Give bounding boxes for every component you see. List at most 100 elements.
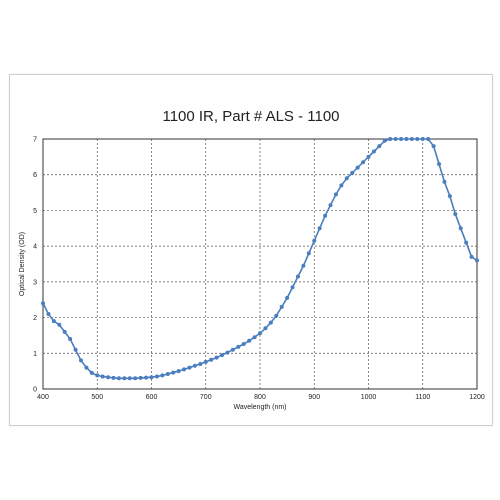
chart-figure: 1100 IR, Part # ALS - 1100 400 500 600 700 8… [9,74,493,426]
data-point [192,363,197,368]
data-point [453,212,458,216]
data-point [203,359,208,364]
data-point [350,170,355,175]
data-point [84,365,89,370]
data-point [138,375,143,380]
x-tick-label: 900 [308,394,320,401]
data-point [361,160,366,165]
data-point [41,301,45,306]
data-point [388,137,393,141]
y-tick-label: 7 [33,137,37,144]
chart-canvas: 1100 IR, Part # ALS - 1100 400 500 600 700 8… [19,108,485,411]
data-point [426,137,431,141]
x-tick-label: 800 [254,394,266,401]
data-point [198,362,203,366]
plot-area-frame [42,138,478,390]
data-point [236,344,241,349]
data-point [268,320,273,325]
y-tick-label: 1 [33,351,37,358]
data-point [274,313,279,318]
data-point [122,376,127,381]
data-point [182,367,187,372]
data-point [89,370,94,375]
data-point [415,137,420,141]
data-point [377,144,382,149]
y-axis-title: Optical Density (OD) [19,232,26,296]
data-point [225,350,230,355]
data-point [154,374,159,379]
data-point [323,213,328,218]
data-point [279,304,284,309]
data-point [420,137,425,141]
data-point [301,263,306,268]
data-point [241,342,246,346]
data-point [165,372,170,376]
y-tick-label: 4 [33,244,37,251]
data-point [442,179,447,184]
x-tick-label: 500 [91,394,103,401]
grid-lines [43,139,477,389]
data-point [46,312,51,316]
x-tick-label: 1200 [469,394,485,401]
data-point [230,347,235,352]
x-tick-label: 1000 [361,394,377,401]
data-point [106,375,111,380]
x-tick-label: 1100 [415,394,430,401]
data-point [469,254,474,259]
data-point [51,319,56,324]
data-point [306,251,311,256]
y-axis-ticks: 0 1 2 3 4 5 6 7 [33,137,37,394]
data-point [382,138,387,143]
data-point [100,374,105,379]
data-point [258,331,262,336]
data-point [409,137,414,141]
data-point [285,295,290,300]
x-axis-ticks: 400 500 600 700 800 900 1000 1100 1200 [37,394,485,401]
series-layer [41,137,479,381]
data-point [160,373,165,378]
y-tick-label: 3 [33,279,37,286]
x-axis-title: Wavelength (nm) [233,404,286,411]
data-point [176,369,181,374]
data-point [339,183,344,188]
data-point [464,240,469,245]
chart-title: 1100 IR, Part # ALS - 1100 [162,108,339,125]
data-point [144,375,149,380]
y-tick-label: 0 [33,387,37,394]
data-point [187,365,192,370]
data-point [252,335,257,340]
data-point [133,376,138,381]
data-point [431,144,436,149]
x-tick-label: 600 [146,394,158,401]
data-point [68,337,73,341]
x-tick-label: 400 [37,394,49,401]
data-point [333,192,338,197]
data-point [447,194,452,199]
data-point [214,355,219,360]
x-tick-label: 700 [200,394,212,401]
data-point [247,338,252,343]
data-point [437,162,442,166]
data-point [312,238,317,243]
data-point [404,137,409,141]
data-point [263,326,268,331]
data-point [366,154,371,159]
data-point [399,137,404,141]
data-point [295,274,300,279]
data-point [475,258,479,263]
data-point [149,375,154,380]
data-point [344,176,349,181]
data-point [73,347,78,352]
data-point [317,226,322,231]
data-point [371,149,376,154]
y-tick-label: 5 [33,208,37,215]
y-tick-label: 6 [33,172,37,179]
data-point [393,137,398,141]
data-point [209,357,214,362]
data-point [171,370,176,375]
data-point [458,226,463,231]
data-point [116,376,121,381]
data-point [111,375,116,380]
data-point [290,285,295,290]
data-point [355,165,360,170]
